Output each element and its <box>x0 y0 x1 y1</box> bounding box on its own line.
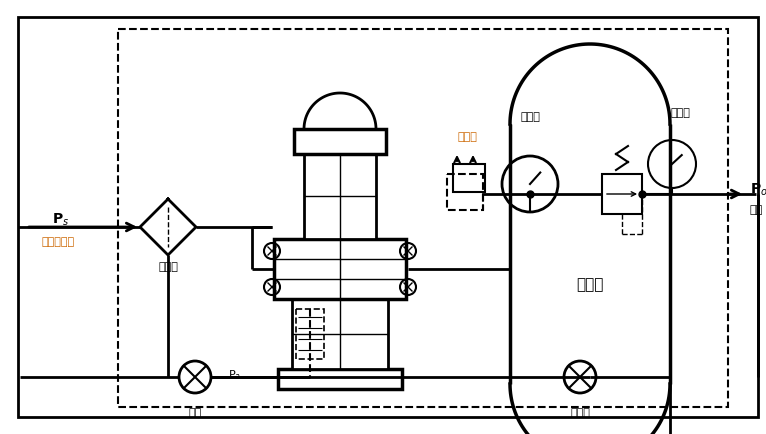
Text: P$_s$: P$_s$ <box>52 211 69 228</box>
Text: 排水阀: 排水阀 <box>570 407 590 417</box>
Text: 出口: 出口 <box>750 204 763 214</box>
Text: 储气罐: 储气罐 <box>576 277 604 292</box>
Bar <box>296 309 324 359</box>
Text: P$_a$: P$_a$ <box>228 367 241 381</box>
Text: 安全阀: 安全阀 <box>458 132 478 141</box>
Text: 过滤器: 过滤器 <box>158 261 178 271</box>
Bar <box>292 299 388 369</box>
Bar <box>278 369 402 389</box>
Bar <box>602 174 642 214</box>
Bar <box>294 130 386 155</box>
Text: P$_o$: P$_o$ <box>750 181 766 198</box>
Text: 球阀: 球阀 <box>188 407 201 417</box>
Bar <box>447 174 483 210</box>
Bar <box>118 30 728 407</box>
Bar <box>453 164 485 193</box>
Bar <box>274 240 406 299</box>
Bar <box>304 155 376 240</box>
Text: 驱动气压口: 驱动气压口 <box>42 237 75 247</box>
Text: 减压阀: 减压阀 <box>670 108 690 118</box>
Text: 压力表: 压力表 <box>520 112 540 122</box>
